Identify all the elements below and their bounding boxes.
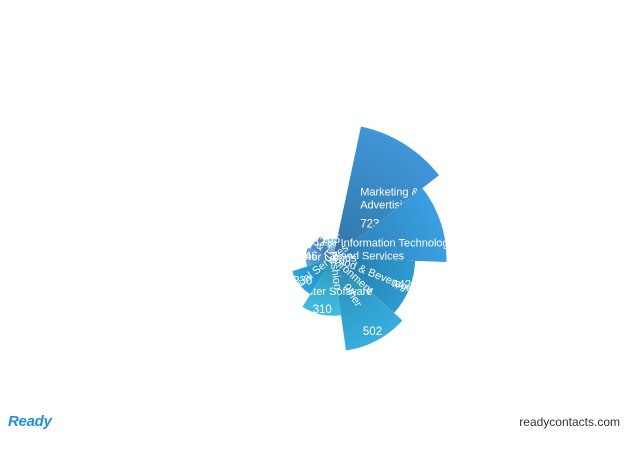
ready-logo[interactable]: Ready bbox=[8, 413, 52, 430]
slice-1 bbox=[333, 188, 447, 262]
website-url[interactable]: readycontacts.com bbox=[519, 415, 620, 429]
slice-value: 132 bbox=[306, 237, 325, 249]
slice-label: Information Technology and Services bbox=[341, 237, 455, 262]
slice-value: 146 bbox=[298, 251, 317, 263]
slice-2 bbox=[333, 258, 416, 314]
slice-value: 502 bbox=[363, 326, 382, 338]
slice-label: Computer Software bbox=[278, 286, 373, 298]
slice-0 bbox=[333, 126, 439, 259]
slice-value: 105 bbox=[321, 234, 340, 246]
slice-7 bbox=[310, 236, 333, 258]
slice-5 bbox=[292, 258, 333, 295]
slice-value: 442 bbox=[392, 280, 411, 292]
slice-8 bbox=[323, 238, 338, 258]
slice-value: 230 bbox=[293, 276, 312, 288]
slice-value: 310 bbox=[313, 304, 332, 316]
slice-4 bbox=[302, 258, 342, 316]
slice-6 bbox=[305, 247, 333, 267]
slice-label: Consumer Goods bbox=[270, 250, 357, 265]
slice-3 bbox=[333, 258, 403, 351]
